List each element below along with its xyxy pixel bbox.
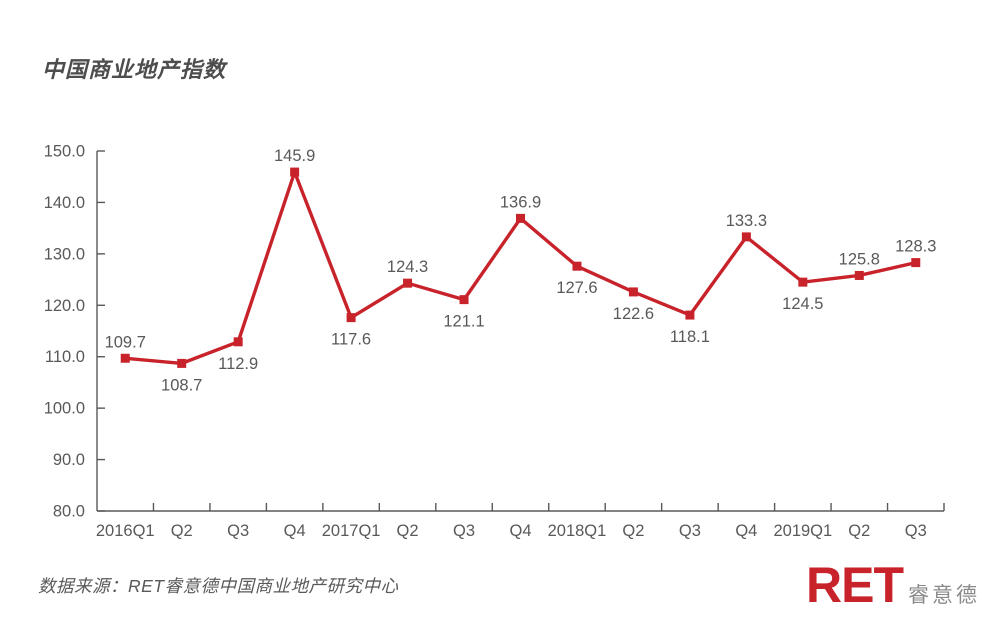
x-axis-label: Q3 (905, 522, 927, 540)
chart-title: 中国商业地产指数 (42, 57, 227, 82)
data-point-marker (233, 337, 243, 347)
data-point-label: 124.3 (387, 258, 428, 276)
data-point-marker (685, 310, 695, 320)
x-axis-label: Q3 (679, 522, 701, 540)
data-point-marker (346, 313, 356, 323)
x-axis-label: Q4 (735, 522, 757, 540)
data-point-marker (798, 277, 808, 287)
source-note: 数据来源：RET睿意德中国商业地产研究中心 (38, 576, 399, 596)
data-point-label: 124.5 (782, 295, 823, 313)
data-point-marker (403, 278, 413, 288)
x-axis-label: Q2 (171, 522, 193, 540)
y-axis-label: 110.0 (45, 348, 85, 366)
data-point-marker (120, 353, 130, 363)
data-point-marker (290, 167, 300, 177)
data-point-label: 121.1 (443, 313, 484, 331)
data-point-label: 136.9 (500, 193, 541, 211)
data-point-marker (459, 295, 469, 305)
data-point-label: 145.9 (274, 147, 315, 165)
y-axis-label: 130.0 (44, 245, 85, 263)
y-axis-label: 80.0 (53, 503, 85, 521)
data-point-marker (741, 232, 751, 242)
y-axis-label: 150.0 (44, 143, 85, 161)
y-axis-label: 120.0 (44, 297, 85, 315)
x-axis-label: Q2 (622, 522, 644, 540)
x-axis-label: Q4 (284, 522, 306, 540)
y-axis-label: 140.0 (44, 194, 85, 212)
data-point-label: 122.6 (613, 305, 654, 323)
data-point-label: 128.3 (895, 238, 936, 256)
data-point-label: 127.6 (556, 279, 597, 297)
data-point-marker (516, 213, 525, 223)
data-point-label: 118.1 (670, 328, 710, 346)
x-axis-label: Q3 (453, 522, 475, 540)
data-point-label: 125.8 (839, 250, 880, 268)
x-axis-label: 2018Q1 (548, 522, 607, 540)
x-axis-label: Q4 (509, 522, 531, 540)
y-axis-label: 90.0 (53, 451, 85, 469)
data-point-label: 109.7 (105, 333, 146, 351)
ret-logo-text: RET (806, 557, 904, 613)
data-point-marker (572, 261, 582, 271)
x-axis-label: Q2 (848, 522, 870, 540)
data-point-label: 108.7 (161, 376, 202, 394)
data-point-label: 133.3 (726, 212, 767, 230)
x-axis-label: 2016Q1 (96, 522, 155, 540)
data-point-marker (854, 270, 864, 280)
data-point-marker (911, 258, 921, 268)
ret-logo: RET 睿意德 (806, 560, 980, 610)
data-point-marker (628, 287, 638, 297)
x-axis-label: 2019Q1 (773, 522, 832, 540)
data-point-label: 112.9 (218, 355, 258, 373)
data-point-marker (177, 358, 187, 368)
data-point-label: 117.6 (331, 331, 371, 349)
x-axis-label: Q2 (397, 522, 419, 540)
x-axis-label: Q3 (227, 522, 249, 540)
ret-logo-suffix: 睿意德 (908, 584, 980, 607)
x-axis-label: 2017Q1 (322, 522, 381, 540)
y-axis-label: 100.0 (44, 400, 85, 418)
